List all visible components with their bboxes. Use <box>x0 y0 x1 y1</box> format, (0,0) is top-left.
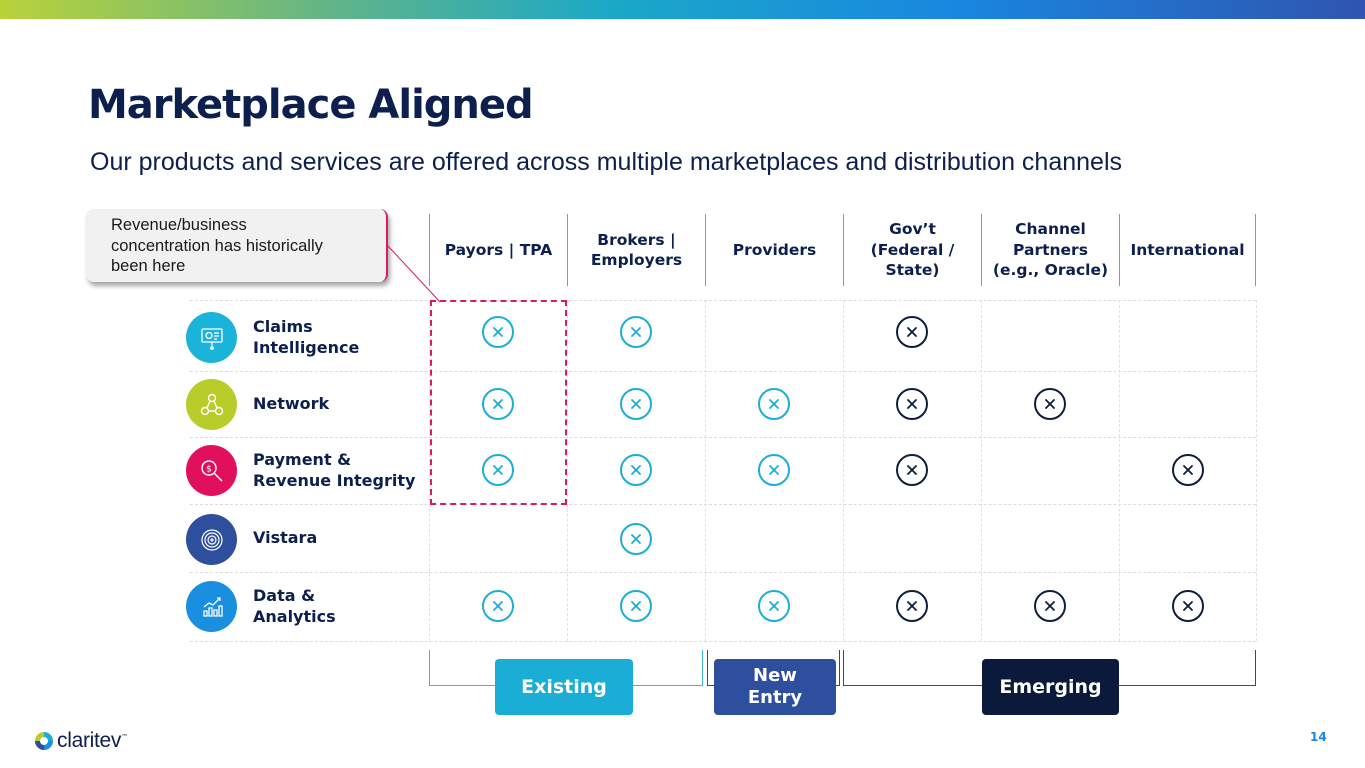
cross-circle-icon <box>1172 590 1204 622</box>
cross-circle-icon <box>620 316 652 348</box>
cross-circle-icon <box>620 523 652 555</box>
grid-line <box>190 572 1256 573</box>
callout-line: been here <box>111 257 186 275</box>
cross-circle-icon <box>620 388 652 420</box>
page-number: 14 <box>1310 730 1327 744</box>
cross-circle-icon <box>896 454 928 486</box>
logo-trademark: ™ <box>121 733 129 741</box>
grid-line <box>567 300 568 641</box>
column-header-channel-partners: Channel Partners (e.g., Oracle) <box>981 214 1119 286</box>
bar-chart-icon <box>186 581 237 632</box>
concentration-highlight-box <box>430 300 567 505</box>
page-title: Marketplace Aligned <box>88 82 534 128</box>
grid-line <box>843 300 844 641</box>
cross-circle-icon <box>758 454 790 486</box>
row-label-vistara: Vistara <box>253 528 318 547</box>
column-header-payors: Payors | TPA <box>429 214 567 286</box>
dollar-search-icon: $ <box>186 445 237 496</box>
existing-label: Existing <box>495 659 633 715</box>
column-header-brokers: Brokers | Employers <box>567 214 705 286</box>
grid-line <box>429 300 430 641</box>
target-plus-icon <box>186 514 237 565</box>
top-gradient-bar <box>0 0 1365 19</box>
row-label-network: Network <box>253 394 330 413</box>
column-header-providers: Providers <box>705 214 843 286</box>
cross-circle-icon <box>1172 454 1204 486</box>
grid-line <box>705 300 706 641</box>
svg-text:$: $ <box>206 464 212 474</box>
cross-circle-icon <box>758 388 790 420</box>
page-subtitle: Our products and services are offered ac… <box>90 148 1123 176</box>
cross-circle-icon <box>482 590 514 622</box>
cross-circle-icon <box>482 388 514 420</box>
cross-circle-icon <box>620 454 652 486</box>
callout-line: Revenue/business <box>111 216 247 234</box>
grid-line <box>190 437 1256 438</box>
grid-line <box>190 300 1256 301</box>
cross-circle-icon <box>758 590 790 622</box>
new-entry-label: New Entry <box>714 659 836 715</box>
revenue-callout: Revenue/business concentration has histo… <box>86 209 388 282</box>
grid-line <box>1119 300 1120 641</box>
cross-circle-icon <box>482 316 514 348</box>
claritev-logo: claritev ™ <box>34 729 128 753</box>
row-label-claims-intelligence: Claims Intelligence <box>253 317 360 357</box>
row-label-payment-revenue-integrity: Payment & Revenue Integrity <box>253 450 416 490</box>
row-label-data-analytics: Data & Analytics <box>253 586 336 626</box>
emerging-label: Emerging <box>982 659 1119 715</box>
grid-line <box>190 371 1256 372</box>
cross-circle-icon <box>482 454 514 486</box>
logo-wordmark: claritev <box>57 729 122 752</box>
network-nodes-icon <box>186 379 237 430</box>
cross-circle-icon <box>1034 388 1066 420</box>
cross-circle-icon <box>896 316 928 348</box>
grid-line <box>190 641 1256 642</box>
grid-line <box>190 504 1256 505</box>
cross-circle-icon <box>896 590 928 622</box>
claritev-logo-mark-icon <box>35 732 53 750</box>
grid-line <box>981 300 982 641</box>
callout-line: concentration has historically <box>111 236 323 255</box>
grid-line <box>1256 300 1257 641</box>
cross-circle-icon <box>896 388 928 420</box>
cross-circle-icon <box>620 590 652 622</box>
presentation-board-icon <box>186 312 237 363</box>
column-header-international: International <box>1119 214 1256 286</box>
column-header-government: Gov’t (Federal / State) <box>843 214 981 286</box>
cross-circle-icon <box>1034 590 1066 622</box>
